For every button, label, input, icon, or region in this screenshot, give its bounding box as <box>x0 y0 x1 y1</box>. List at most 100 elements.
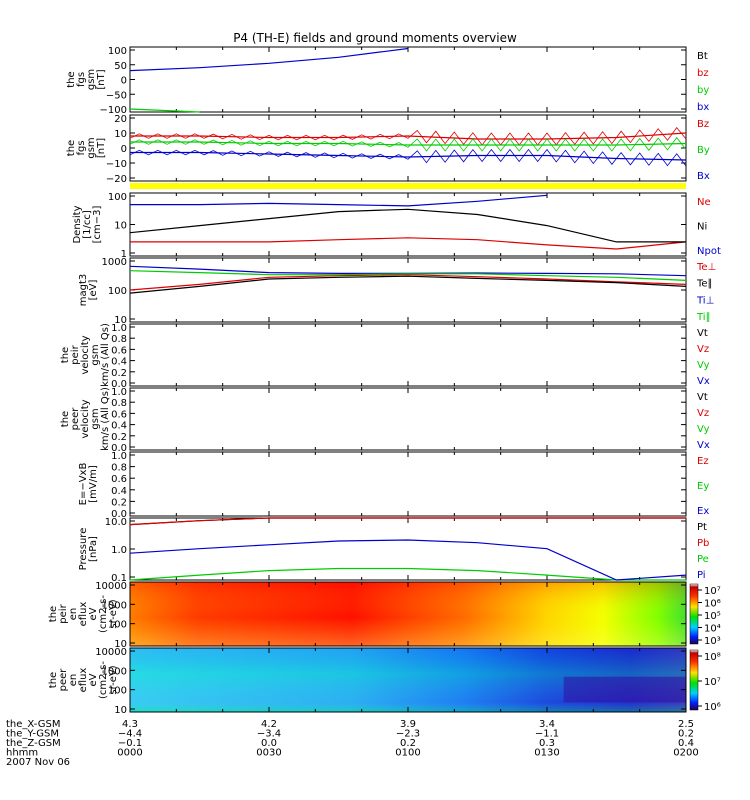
x-tick-label: −3.4 <box>257 729 281 740</box>
y-axis-label: sr-eV) <box>108 599 119 628</box>
y-axis-label: the <box>48 606 59 622</box>
y-axis-label: peer <box>70 407 81 431</box>
y-tick-label: 0.0 <box>111 509 127 520</box>
y-tick-label: 100 <box>108 286 127 297</box>
series-Bx-detail <box>129 148 687 167</box>
x-tick-label: 0.2 <box>400 738 416 749</box>
panel-frame <box>129 323 687 387</box>
y-tick-label: 1000 <box>102 600 127 611</box>
chart-title: P4 (TH-E) fields and ground moments over… <box>233 31 517 45</box>
x-tick-label: 4.3 <box>122 719 138 730</box>
y-axis-label: the <box>66 140 77 156</box>
x-tick-label: 0.2 <box>678 729 694 740</box>
x-row-label: the_Z-GSM <box>6 738 61 749</box>
x-tick-label: 2.5 <box>678 719 694 730</box>
y-axis-label: km/s (All Qs) <box>100 323 111 387</box>
legend-By: By <box>697 145 710 156</box>
y-tick-label: 1000 <box>102 666 127 677</box>
y-tick-label: 10.0 <box>105 517 127 528</box>
y-axis-label: the <box>66 71 77 87</box>
y-axis-label: gsm <box>86 137 97 158</box>
y-tick-label: 0 <box>121 144 127 155</box>
y-tick-label: 0.0 <box>111 379 127 390</box>
series-Te⊥ <box>129 274 687 291</box>
panel-peir_velocity: 1.00.80.60.40.20.0 the peir velocity gsm km/s… <box>60 323 710 390</box>
legend-Bt: Bt <box>697 51 708 62</box>
legend-Te⊥: Te⊥ <box>696 262 716 273</box>
y-tick-label: 10000 <box>95 647 127 658</box>
panel-temperature: 1000 100 10 magt3 [eV] Te⊥ Te∥ Ti⊥ Ti∥ <box>78 257 716 326</box>
x-tick-label: 0130 <box>534 748 559 759</box>
x-tick-label: 3.4 <box>539 719 555 730</box>
legend-Ey: Ey <box>697 481 709 492</box>
x-axis-date: 2007 Nov 06 <box>6 757 70 768</box>
y-axis-label: magt3 <box>78 274 89 307</box>
y-axis-label: peir <box>70 344 81 364</box>
y-axis-label: (cm2-s- <box>98 661 109 699</box>
series-Bz-detail <box>129 126 687 146</box>
x-tick-label: 0100 <box>395 748 420 759</box>
y-axis-label: [nPa] <box>88 536 99 562</box>
y-axis-label: fgs <box>76 140 87 155</box>
legend-Pt: Pt <box>697 522 707 533</box>
x-tick-label: 0.4 <box>678 738 694 749</box>
ion-spectrogram-shading <box>130 582 686 646</box>
colorbar-label: 10³ <box>704 636 721 647</box>
y-axis-label: (cm2-s- <box>98 595 109 633</box>
colorbar <box>689 649 699 711</box>
y-axis-label: eflux <box>78 602 89 627</box>
x-tick-label: −1.1 <box>535 729 559 740</box>
legend-Pe: Pe <box>697 554 709 565</box>
y-axis-label: [eV] <box>88 280 99 301</box>
colorbar-label: 10⁷ <box>704 586 721 597</box>
electron-spectrogram-dark-patch <box>563 676 686 703</box>
y-tick-label: 1.0 <box>111 323 127 334</box>
y-tick-label: 10 <box>114 129 127 140</box>
y-axis-label: gsm <box>90 408 101 429</box>
y-axis-label: Pressure <box>78 528 89 571</box>
colorbar-label: 10⁷ <box>704 677 721 688</box>
y-tick-label: 100 <box>108 192 127 203</box>
y-tick-label: 10 <box>114 639 127 650</box>
y-tick-label: 0.1 <box>111 573 127 584</box>
panel-frame <box>129 517 687 581</box>
legend-Ti⊥: Ti⊥ <box>696 295 714 306</box>
x-tick-label: 0030 <box>256 748 281 759</box>
y-axis-label: peir <box>58 603 69 623</box>
y-tick-label: 0.0 <box>111 443 127 454</box>
colorbar-label: 10⁴ <box>704 624 721 635</box>
legend-Ni: Ni <box>697 222 707 233</box>
legend-Ex: Ex <box>697 506 709 517</box>
y-axis-label: velocity <box>80 335 91 374</box>
y-tick-label: 1000 <box>102 257 127 268</box>
y-axis-label: [1/cc] <box>82 210 93 239</box>
x-row-label: hhmm <box>6 748 38 759</box>
y-tick-label: 0.4 <box>111 421 127 432</box>
panel-frame <box>129 451 687 517</box>
panel-peer_eflux: 10000 1000 100 10 the peer en eflux eV (cm2-s-sr-… <box>48 647 721 716</box>
legend-Pi: Pi <box>697 570 706 581</box>
legend-Vy: Vy <box>697 360 710 371</box>
y-axis-label: fgs <box>76 72 87 87</box>
y-tick-label: 0.8 <box>111 334 127 345</box>
series-Te∥ <box>129 275 687 294</box>
y-tick-label: 100 <box>108 46 127 57</box>
legend-Te∥: Te∥ <box>696 279 713 290</box>
y-tick-label: 1.0 <box>111 545 127 556</box>
legend-Ti∥: Ti∥ <box>696 312 711 323</box>
series-Npot <box>130 194 548 207</box>
y-tick-label: 0.8 <box>111 463 127 474</box>
y-axis-label: [nT] <box>96 138 107 158</box>
series-Bz <box>130 132 687 140</box>
y-axis-label: [nT] <box>96 69 107 89</box>
y-tick-label: 100 <box>108 620 127 631</box>
legend-Vx: Vx <box>697 440 710 451</box>
y-tick-label: −10 <box>106 159 127 170</box>
y-axis-label: sr-eV) <box>108 665 119 694</box>
series-bx <box>129 47 409 72</box>
y-tick-label: 100 <box>108 686 127 697</box>
series-Ni <box>129 208 686 243</box>
panel-fgs_gsm: 100 50 0 −50 −100 the fgs gsm [nT] Bt bz by bx <box>66 46 709 116</box>
y-tick-label: 0.6 <box>111 474 127 485</box>
